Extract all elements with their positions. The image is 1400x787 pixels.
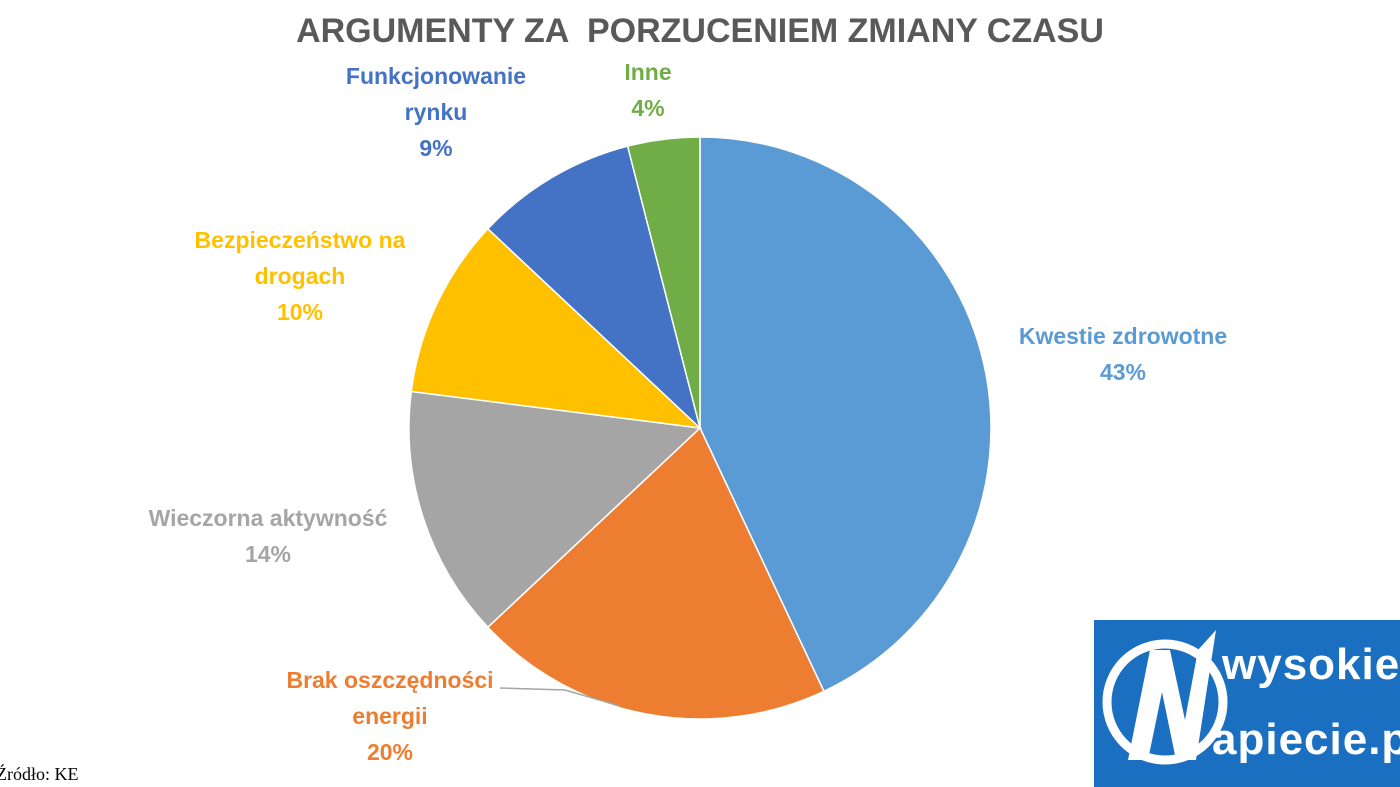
data-label: Brak oszczędności energii 20% [260, 662, 520, 770]
leader-line [499, 687, 621, 707]
pie-slice [486, 426, 825, 720]
data-label: Wieczorna aktywność 14% [118, 500, 418, 572]
data-label: Bezpieczeństwo na drogach 10% [160, 222, 440, 330]
value-label: 14% [244, 541, 292, 567]
category-label: Funkcjonowanie rynku [345, 63, 527, 125]
pie-slice [626, 136, 701, 429]
category-label: Wieczorna aktywność [148, 505, 388, 531]
logo-text: apiecie.pl [1212, 715, 1400, 764]
value-label: 9% [419, 135, 453, 161]
logo-n [1128, 630, 1216, 760]
category-label: Inne [624, 59, 672, 85]
data-label: Inne 4% [598, 54, 698, 126]
value-label: 4% [631, 95, 665, 121]
pie-slice [410, 227, 703, 430]
data-label: Funkcjonowanie rynku 9% [316, 58, 556, 166]
pie-slice [486, 145, 702, 431]
source: Źródło: KE [0, 764, 79, 784]
value-label: 10% [276, 299, 324, 325]
data-label: Kwestie zdrowotne 43% [973, 318, 1273, 390]
pie-slice [699, 136, 992, 693]
value-label: 20% [366, 739, 414, 765]
category-label: Kwestie zdrowotne [1018, 323, 1228, 349]
category-label: Brak oszczędności energii [286, 667, 494, 729]
logo-ring [1102, 639, 1228, 765]
logo-text: wysokie [1222, 640, 1400, 689]
value-label: 43% [1099, 359, 1147, 385]
category-label: Bezpieczeństwo na drogach [194, 227, 406, 289]
pie-slice [408, 390, 702, 629]
chart-title: ARGUMENTY ZA PORZUCENIEM ZMIANY CZASU [296, 12, 1104, 50]
